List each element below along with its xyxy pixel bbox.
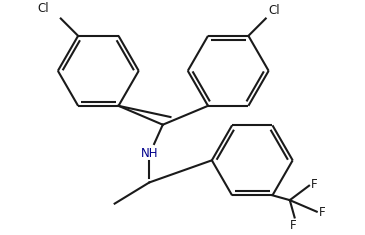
Text: NH: NH — [141, 147, 158, 160]
Text: Cl: Cl — [269, 4, 280, 17]
Text: Cl: Cl — [38, 2, 49, 15]
Text: F: F — [319, 206, 325, 219]
Text: F: F — [311, 178, 318, 191]
Text: F: F — [290, 219, 297, 232]
